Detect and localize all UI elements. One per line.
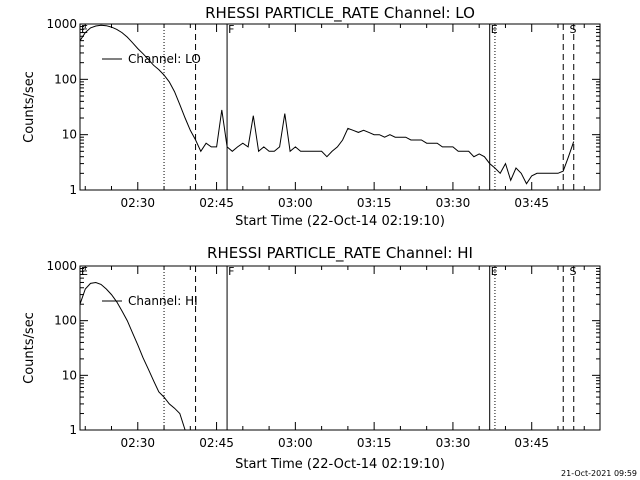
chart-title: RHESSI PARTICLE_RATE Channel: LO (205, 4, 475, 23)
x-tick-label: 03:00 (278, 436, 313, 450)
marker-label: F (228, 23, 234, 36)
marker-label: S (569, 23, 576, 36)
x-tick-label: 02:30 (120, 436, 155, 450)
series-line (79, 24, 575, 185)
footer-timestamp: 21-Oct-2021 09:59 (561, 469, 637, 478)
y-tick-label: 1 (69, 423, 77, 437)
x-tick-label: 03:30 (436, 436, 471, 450)
x-tick-label: 02:45 (199, 436, 234, 450)
marker-label: E (491, 265, 498, 278)
plot-frame (79, 265, 601, 431)
y-tick-label: 1000 (46, 17, 77, 31)
y-tick-label: 100 (54, 72, 77, 86)
x-tick-label: 03:45 (514, 436, 549, 450)
plot-frame (79, 23, 601, 191)
x-tick-label: 03:00 (278, 196, 313, 210)
marker-label: F (228, 265, 234, 278)
x-tick-label: 03:30 (436, 196, 471, 210)
series-line (79, 281, 186, 431)
legend-label: Channel: HI (128, 294, 198, 308)
marker-label: E (81, 265, 88, 278)
panel-hi: RHESSI PARTICLE_RATE Channel: HI Start Ti… (22, 244, 601, 472)
panel-lo: RHESSI PARTICLE_RATE Channel: LO Start Ti… (22, 4, 601, 229)
y-tick-label: 100 (54, 314, 77, 328)
x-axis-label: Start Time (22-Oct-14 02:19:10) (235, 214, 445, 229)
y-tick-label: 10 (62, 368, 77, 382)
x-tick-label: 03:15 (357, 436, 392, 450)
marker-label: E (81, 23, 88, 36)
x-tick-label: 02:30 (120, 196, 155, 210)
marker-label: S (569, 265, 576, 278)
y-axis-label: Counts/sec (22, 312, 37, 384)
legend-label: Channel: LO (128, 52, 201, 66)
chart-title: RHESSI PARTICLE_RATE Channel: HI (207, 244, 473, 263)
y-axis-label: Counts/sec (22, 71, 37, 143)
marker-label: E (491, 23, 498, 36)
x-tick-label: 02:45 (199, 196, 234, 210)
x-tick-label: 03:15 (357, 196, 392, 210)
x-tick-label: 03:45 (514, 196, 549, 210)
x-axis-label: Start Time (22-Oct-14 02:19:10) (235, 457, 445, 472)
y-tick-label: 1 (69, 183, 77, 197)
y-tick-label: 10 (62, 128, 77, 142)
y-tick-label: 1000 (46, 259, 77, 273)
